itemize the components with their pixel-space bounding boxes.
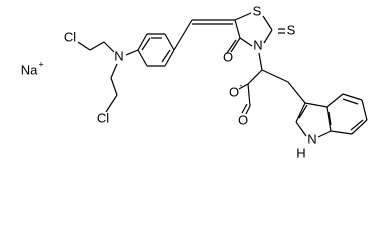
bond [258, 52, 263, 71]
bond [361, 99, 368, 121]
bond [245, 105, 251, 115]
atom-label: S [253, 3, 262, 18]
bond [77, 41, 91, 51]
atom-label: Cl [64, 29, 76, 44]
bond [161, 49, 171, 63]
bond [304, 102, 328, 108]
bond [230, 37, 241, 53]
bond [342, 93, 363, 101]
bond [261, 69, 289, 83]
bond [141, 37, 151, 51]
bond [103, 41, 115, 53]
atom-label: O [238, 112, 248, 127]
atom-label: O [229, 84, 239, 99]
ion-label: Na [21, 62, 38, 77]
bond [105, 94, 118, 113]
bond [226, 39, 237, 54]
bond [110, 77, 118, 96]
bond [330, 130, 353, 135]
ion-charge: + [38, 59, 43, 69]
atom-hydrogen: H [296, 145, 305, 160]
bond [317, 130, 332, 138]
atom-label: N [253, 37, 262, 52]
bond [247, 69, 263, 85]
bond [239, 37, 253, 47]
bond [137, 49, 148, 67]
bond [326, 93, 344, 108]
bond [351, 119, 368, 135]
bond [173, 19, 193, 51]
atom-label: Cl [97, 110, 109, 125]
bond [287, 81, 306, 104]
bond [295, 102, 306, 123]
atom-label: N [114, 48, 123, 63]
bond [110, 63, 118, 79]
bond [350, 119, 364, 131]
bond [125, 49, 139, 56]
bond [164, 33, 175, 51]
bond [298, 104, 308, 119]
atom-label: O [223, 49, 233, 64]
bond [241, 103, 248, 114]
bond [234, 12, 252, 21]
bond [342, 98, 359, 105]
molecule-diagram: Cl N Cl S S O N O - O N H Na + [21, 3, 368, 160]
bond [137, 33, 148, 51]
atom-charge: - [240, 80, 243, 90]
bond [234, 19, 241, 39]
bond [247, 83, 251, 107]
atom-label: S [287, 22, 296, 37]
bond [238, 83, 249, 90]
bond [263, 29, 273, 44]
bond [295, 121, 307, 137]
bond [326, 106, 332, 132]
bond [262, 15, 273, 31]
bond [328, 111, 332, 126]
atom-label: N [307, 131, 316, 146]
bond [164, 49, 175, 67]
bond [89, 41, 105, 51]
